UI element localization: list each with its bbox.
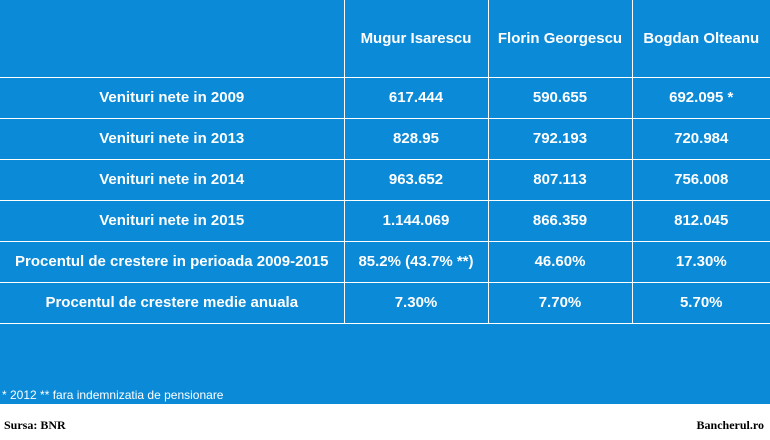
header-cell-olteanu: Bogdan Olteanu	[631, 0, 770, 78]
table-cell: 720.984	[631, 117, 770, 160]
table-cell: 1.144.069	[343, 199, 489, 242]
header-cell-georgescu: Florin Georgescu	[487, 0, 633, 78]
table-cell: 828.95	[343, 117, 489, 160]
table-row: Venituri nete in 2014 963.652 807.113 75…	[0, 158, 770, 201]
table-cell: 85.2% (43.7% **)	[343, 240, 489, 283]
table-row: Venituri nete in 2009 617.444 590.655 69…	[0, 76, 770, 119]
header-cell-empty	[0, 0, 345, 78]
table-row: Venituri nete in 2013 828.95 792.193 720…	[0, 117, 770, 160]
table-cell: 866.359	[487, 199, 633, 242]
table-cell: 7.30%	[343, 281, 489, 324]
table-cell: 792.193	[487, 117, 633, 160]
table-panel: Mugur Isarescu Florin Georgescu Bogdan O…	[0, 0, 770, 404]
table-cell: 807.113	[487, 158, 633, 201]
table-cell: 5.70%	[631, 281, 770, 324]
table-row: Venituri nete in 2015 1.144.069 866.359 …	[0, 199, 770, 242]
table-cell: 812.045	[631, 199, 770, 242]
row-label: Venituri nete in 2014	[0, 158, 345, 201]
source-label: Sursa: BNR	[4, 418, 66, 432]
table-cell: 756.008	[631, 158, 770, 201]
table-cell: 617.444	[343, 76, 489, 119]
row-label: Procentul de crestere in perioada 2009-2…	[0, 240, 345, 283]
row-label: Venituri nete in 2009	[0, 76, 345, 119]
income-table: Mugur Isarescu Florin Georgescu Bogdan O…	[0, 0, 770, 324]
row-label: Venituri nete in 2013	[0, 117, 345, 160]
row-label: Venituri nete in 2015	[0, 199, 345, 242]
table-cell: 692.095 *	[631, 76, 770, 119]
table-cell: 590.655	[487, 76, 633, 119]
table-cell: 46.60%	[487, 240, 633, 283]
footnote: * 2012 ** fara indemnizatia de pensionar…	[2, 388, 224, 402]
header-cell-isarescu: Mugur Isarescu	[343, 0, 489, 78]
table-row: Procentul de crestere medie anuala 7.30%…	[0, 281, 770, 324]
table-cell: 7.70%	[487, 281, 633, 324]
table-row: Procentul de crestere in perioada 2009-2…	[0, 240, 770, 283]
row-label: Procentul de crestere medie anuala	[0, 281, 345, 324]
table-cell: 17.30%	[631, 240, 770, 283]
table-cell: 963.652	[343, 158, 489, 201]
brand-label: Bancherul.ro	[696, 418, 764, 432]
table-header-row: Mugur Isarescu Florin Georgescu Bogdan O…	[0, 0, 770, 78]
